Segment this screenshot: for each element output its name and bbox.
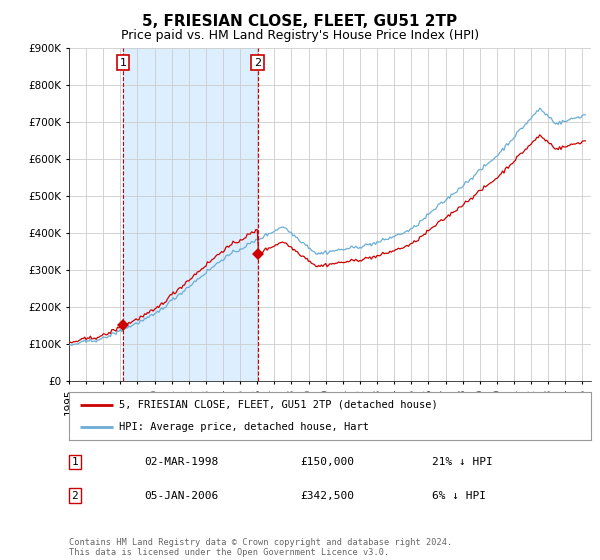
Text: Price paid vs. HM Land Registry's House Price Index (HPI): Price paid vs. HM Land Registry's House … <box>121 29 479 42</box>
Text: 2: 2 <box>71 491 79 501</box>
Text: 6% ↓ HPI: 6% ↓ HPI <box>432 491 486 501</box>
Text: £150,000: £150,000 <box>300 457 354 467</box>
Text: £342,500: £342,500 <box>300 491 354 501</box>
Text: 02-MAR-1998: 02-MAR-1998 <box>144 457 218 467</box>
Text: 1: 1 <box>120 58 127 68</box>
Text: Contains HM Land Registry data © Crown copyright and database right 2024.
This d: Contains HM Land Registry data © Crown c… <box>69 538 452 557</box>
Text: 2: 2 <box>254 58 261 68</box>
Text: 5, FRIESIAN CLOSE, FLEET, GU51 2TP: 5, FRIESIAN CLOSE, FLEET, GU51 2TP <box>142 14 458 29</box>
Text: 21% ↓ HPI: 21% ↓ HPI <box>432 457 493 467</box>
Text: HPI: Average price, detached house, Hart: HPI: Average price, detached house, Hart <box>119 422 368 432</box>
Text: 1: 1 <box>71 457 79 467</box>
Text: 5, FRIESIAN CLOSE, FLEET, GU51 2TP (detached house): 5, FRIESIAN CLOSE, FLEET, GU51 2TP (deta… <box>119 400 437 410</box>
Bar <box>123 48 257 381</box>
Text: 05-JAN-2006: 05-JAN-2006 <box>144 491 218 501</box>
